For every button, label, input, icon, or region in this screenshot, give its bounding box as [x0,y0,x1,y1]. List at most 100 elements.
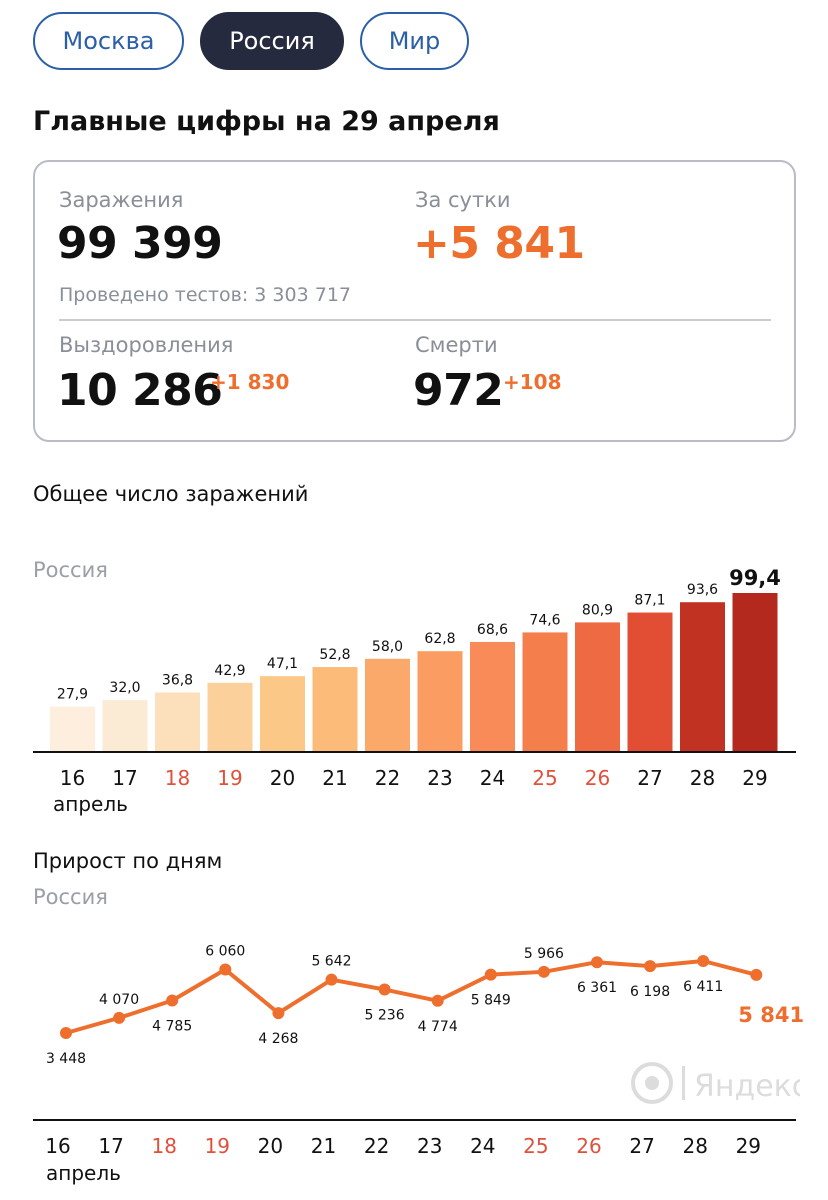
bar [680,602,725,751]
tab-world[interactable]: Мир [360,12,469,70]
bar-x-tick-label: 17 [112,766,137,790]
point-value-label: 5 849 [471,993,511,1009]
line-x-tick-label: 26 [576,1134,601,1158]
point-value-label: 5 236 [365,1008,405,1024]
bar [365,658,410,751]
infections-value: 99 399 [57,218,223,269]
bar [470,641,515,751]
line-chart-title: Прирост по дням [33,849,223,873]
data-point [113,1011,126,1024]
stats-divider [59,319,771,321]
point-value-label: 6 411 [683,979,723,995]
data-point [60,1027,72,1039]
data-point [166,994,179,1007]
bar [312,667,358,751]
point-value-label: 6 361 [577,980,617,996]
logo-text: Яндекс [694,1069,800,1104]
tests-text: Проведено тестов: 3 303 717 [59,284,352,306]
bar-x-tick-label: 27 [637,766,662,790]
recovered-label: Выздоровления [59,333,234,357]
line-chart-region: Россия [33,885,108,909]
recovered-increment: +1 830 [210,370,290,394]
data-point [591,956,603,969]
bar-x-tick-label: 21 [322,766,347,790]
line-x-tick-label: 29 [736,1134,761,1158]
line-x-tick-label: 20 [258,1134,283,1158]
point-value-label: 6 198 [630,984,670,1000]
point-value-label: 6 060 [205,944,245,960]
data-point [537,965,550,978]
stats-card: Заражения 99 399 За сутки +5 841 Проведе… [33,160,796,442]
bar-x-tick-label: 25 [532,766,557,790]
line-x-tick-label: 19 [205,1134,230,1158]
data-point [697,955,710,967]
data-point [750,968,763,981]
deaths-increment: +108 [503,370,562,394]
bar-x-tick-label: 29 [742,766,767,790]
bar [627,612,673,751]
bar [50,706,95,751]
bar [522,632,568,751]
bar-value-label: 27,9 [57,687,88,703]
recovered-value: 10 286 [57,365,223,416]
bar [207,682,253,751]
data-point [219,963,232,976]
bar-value-label: 74,6 [529,612,560,628]
deaths-value: 972 [413,365,504,416]
bar-x-tick-label: 18 [165,766,190,790]
line-x-tick-label: 28 [682,1134,707,1158]
bar-value-label: 58,0 [372,639,403,655]
bar-value-label: 62,8 [424,631,455,647]
bar [102,700,148,751]
tab-moscow[interactable]: Москва [33,12,184,70]
point-value-label: 4 774 [418,1019,458,1035]
infections-label: Заражения [59,188,184,212]
bar [732,593,778,751]
bar-x-tick-label: 16 [60,766,85,790]
bar-value-label: 32,0 [109,680,140,696]
day-label: За сутки [415,188,511,212]
bar-x-tick-label: 28 [690,766,715,790]
point-value-label: 4 268 [258,1031,298,1047]
bar-month-label: апрель [53,792,128,816]
bar-x-tick-label: 22 [375,766,400,790]
bar-x-tick-label: 20 [270,766,295,790]
point-value-label: 4 785 [152,1019,192,1035]
bar [260,676,305,751]
point-value-label: 5 966 [524,946,564,962]
bar-value-label: 80,9 [582,602,613,618]
line-x-tick-label: 18 [151,1134,176,1158]
day-value: +5 841 [413,218,585,269]
bar-chart-region: Россия [33,558,108,582]
bar-value-label: 68,6 [477,622,508,638]
line-x-tick-label: 27 [629,1134,654,1158]
bar-x-tick-label: 23 [427,766,452,790]
bar-value-label: 99,4 [729,566,781,590]
bar-value-label: 36,8 [162,673,193,689]
bar-x-tick-label: 26 [585,766,610,790]
deaths-label: Смерти [415,333,498,357]
bar-value-label: 87,1 [634,593,665,609]
bar [575,622,620,751]
data-point [644,960,657,973]
line-x-tick-label: 22 [364,1134,389,1158]
line-month-label: апрель [46,1161,121,1185]
yandex-logo: Яндекс [630,1060,800,1106]
data-point [378,983,391,996]
bar-value-label: 52,8 [319,647,350,663]
bar-chart-title: Общее число заражений [33,482,309,506]
tab-russia[interactable]: Россия [200,12,344,70]
line-x-tick-label: 24 [470,1134,495,1158]
line-x-tick-label: 16 [45,1134,70,1158]
bar [417,651,463,751]
point-value-label: 5 841 [738,1003,804,1027]
line-x-tick-label: 17 [98,1134,123,1158]
point-value-label: 4 070 [99,992,139,1008]
bar [155,692,200,751]
point-value-label: 5 642 [311,954,351,970]
page-title: Главные цифры на 29 апреля [33,106,500,137]
bar-value-label: 93,6 [687,582,718,598]
data-point [272,1007,285,1020]
data-point [431,994,444,1007]
